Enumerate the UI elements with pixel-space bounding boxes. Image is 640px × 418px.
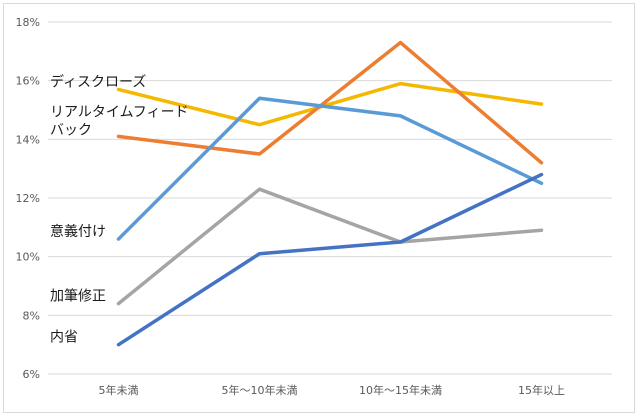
series-label: 加筆修正 — [50, 289, 106, 305]
x-tick-label: 5年未満 — [99, 383, 139, 397]
series-label: ディスクローズ — [50, 73, 146, 90]
x-tick-label: 10年～15年未満 — [359, 383, 442, 397]
series-label: バック — [50, 122, 92, 138]
y-tick-label: 8% — [23, 309, 40, 322]
y-tick-label: 6% — [23, 368, 40, 381]
series-line-5 — [116, 172, 544, 347]
series-label: 内省 — [50, 330, 78, 346]
series-line-1 — [116, 81, 544, 127]
y-axis: 6% 8% 10% 12% 14% 16% 18% — [16, 16, 40, 381]
y-tick-label: 10% — [16, 251, 40, 264]
series-line-3 — [116, 96, 544, 241]
y-tick-label: 12% — [16, 192, 40, 205]
y-tick-label: 18% — [16, 16, 40, 29]
y-tick-label: 16% — [16, 75, 40, 88]
series-line-4 — [116, 187, 544, 306]
series-label: 意義付け — [50, 223, 106, 240]
series-label: リアルタイムフィード — [50, 104, 188, 120]
x-tick-label: 5年～10年未満 — [222, 383, 298, 397]
x-tick-label: 15年以上 — [518, 383, 565, 397]
series-lines — [116, 40, 544, 347]
chart-frame — [3, 3, 635, 413]
y-tick-label: 14% — [16, 133, 40, 146]
x-axis: 5年未満 5年～10年未満 10年～15年未満 15年以上 — [99, 383, 566, 397]
series-line-2 — [116, 40, 544, 165]
